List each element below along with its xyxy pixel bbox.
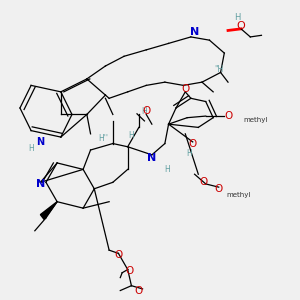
Text: H'': H'' (99, 134, 109, 143)
Text: "H: "H (214, 65, 224, 74)
Text: O: O (189, 139, 197, 148)
Text: H: H (128, 131, 134, 140)
Text: H: H (142, 107, 147, 116)
Text: H: H (234, 13, 241, 22)
Text: O: O (200, 177, 208, 187)
Text: N: N (190, 27, 199, 37)
Text: O: O (142, 106, 150, 116)
Text: O: O (214, 184, 223, 194)
Text: H: H (28, 144, 34, 153)
Text: O: O (181, 84, 189, 94)
Text: O: O (135, 286, 143, 296)
Text: H: H (186, 149, 192, 158)
Text: H: H (164, 165, 169, 174)
Text: O: O (125, 266, 134, 276)
Text: O: O (237, 21, 245, 31)
Text: N: N (147, 153, 157, 163)
Text: N: N (36, 137, 44, 147)
Polygon shape (40, 202, 57, 220)
Text: O: O (224, 111, 232, 121)
Text: O: O (114, 250, 122, 260)
Text: methyl: methyl (226, 192, 250, 198)
Text: N: N (36, 179, 45, 189)
Text: methyl: methyl (243, 117, 267, 123)
